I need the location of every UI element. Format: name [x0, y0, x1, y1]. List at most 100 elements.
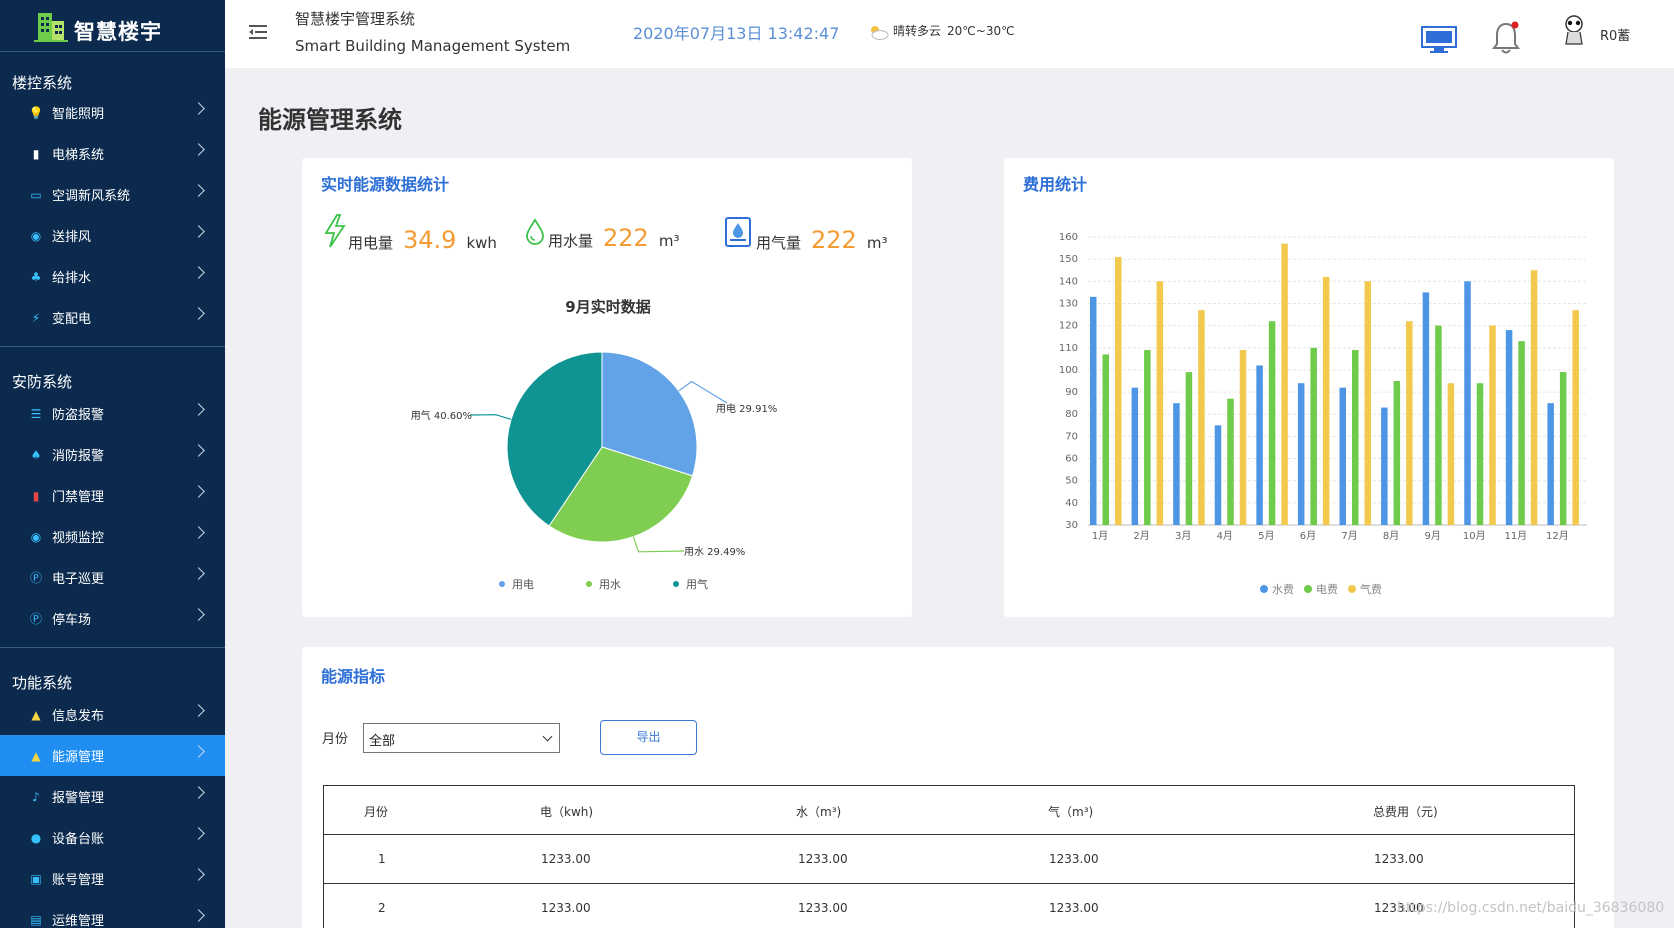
sidebar-item[interactable]: ♣ 给排水: [0, 256, 225, 297]
bar-电费-4月[interactable]: [1227, 398, 1234, 525]
y-tick-label: 50: [1065, 476, 1078, 487]
bar-电费-12月[interactable]: [1559, 372, 1567, 525]
sidebar-item-label: 空调新风系统: [52, 189, 131, 204]
sidebar-item[interactable]: Ⓟ 停车场: [0, 598, 225, 639]
y-tick-label: 90: [1065, 387, 1078, 398]
table-row[interactable]: 2 1233.00 1233.00 1233.00 1233.00: [324, 884, 1574, 928]
sidebar-item[interactable]: ▤ 运维管理: [0, 899, 225, 928]
bar-气费-2月[interactable]: [1156, 281, 1164, 525]
table-row[interactable]: 1 1233.00 1233.00 1233.00 1233.00: [324, 835, 1574, 884]
gas-stat: 用气量 222 m³: [724, 216, 887, 254]
export-button[interactable]: 导出: [600, 720, 697, 755]
bar-气费-8月[interactable]: [1406, 321, 1413, 525]
bar-电费-2月[interactable]: [1144, 349, 1151, 525]
sidebar-item[interactable]: ▣ 账号管理: [0, 858, 225, 899]
page-title: 能源管理系统: [258, 106, 402, 134]
bar-水费-4月[interactable]: [1214, 425, 1222, 525]
legend-item[interactable]: 用电: [499, 576, 534, 592]
month-select[interactable]: 全部: [363, 723, 560, 753]
bar-气费-11月[interactable]: [1530, 270, 1538, 525]
notification-bell-icon[interactable]: [1490, 20, 1522, 60]
bar-水费-1月[interactable]: [1090, 296, 1097, 525]
bar-气费-7月[interactable]: [1364, 281, 1372, 525]
bar-电费-5月[interactable]: [1268, 321, 1276, 525]
bar-电费-9月[interactable]: [1435, 325, 1442, 525]
bar-水费-8月[interactable]: [1381, 407, 1388, 525]
bar-气费-12月[interactable]: [1572, 310, 1579, 525]
sidebar-item[interactable]: ◉ 送排风: [0, 215, 225, 256]
chevron-right-icon: [192, 909, 205, 922]
elevator-icon: ▮: [32, 146, 40, 161]
chevron-right-icon: [192, 567, 205, 580]
realtime-card-title: 实时能源数据统计: [321, 175, 450, 194]
sidebar-item-label: 设备台账: [52, 832, 105, 847]
bar-水费-2月[interactable]: [1131, 387, 1139, 525]
bar-水费-12月[interactable]: [1547, 403, 1554, 525]
menu-toggle-icon[interactable]: [249, 24, 267, 40]
legend-dot: [499, 581, 505, 587]
sidebar-item[interactable]: ◉ 视频监控: [0, 516, 225, 557]
y-tick-label: 160: [1059, 232, 1078, 243]
legend-item[interactable]: 水费: [1260, 581, 1294, 597]
door-icon: ▮: [32, 488, 40, 503]
bar-气费-1月[interactable]: [1115, 256, 1122, 525]
bar-电费-7月[interactable]: [1352, 349, 1359, 525]
bar-水费-7月[interactable]: [1339, 387, 1347, 525]
month-select-value: 全部: [369, 734, 396, 749]
logo: 智慧楼宇: [0, 0, 225, 52]
sidebar-item-label: 防盗报警: [52, 408, 105, 423]
sidebar-item[interactable]: ▮ 电梯系统: [0, 133, 225, 174]
top-header: 智慧楼宇管理系统 Smart Building Management Syste…: [225, 0, 1674, 68]
sidebar-item[interactable]: ▮ 门禁管理: [0, 475, 225, 516]
sidebar-item[interactable]: ♠ 消防报警: [0, 434, 225, 475]
bar-电费-6月[interactable]: [1310, 347, 1317, 525]
sidebar-item[interactable]: Ⓟ 电子巡更: [0, 557, 225, 598]
sidebar-item[interactable]: ♪ 报警管理: [0, 776, 225, 817]
chevron-right-icon: [192, 827, 205, 840]
sidebar-item-label: 智能照明: [52, 107, 105, 122]
bar-气费-10月[interactable]: [1489, 325, 1496, 525]
bar-电费-1月[interactable]: [1102, 354, 1110, 525]
sidebar-item[interactable]: ● 设备台账: [0, 817, 225, 858]
bar-水费-11月[interactable]: [1505, 330, 1513, 525]
bar-气费-6月[interactable]: [1322, 276, 1330, 525]
bar-水费-10月[interactable]: [1464, 281, 1471, 525]
sidebar-item[interactable]: ▲ 能源管理: [0, 735, 225, 776]
cost-card-title: 费用统计: [1023, 175, 1088, 194]
user-avatar-icon[interactable]: [1560, 14, 1588, 50]
username[interactable]: R0蓄: [1600, 29, 1631, 44]
bar-水费-3月[interactable]: [1173, 403, 1180, 525]
table-cell: 1: [378, 852, 386, 866]
sidebar-item[interactable]: 💡 智能照明: [0, 92, 225, 133]
legend-item[interactable]: 用气: [673, 576, 708, 592]
sidebar-item[interactable]: ☰ 防盗报警: [0, 393, 225, 434]
bar-水费-6月[interactable]: [1297, 383, 1305, 525]
bar-水费-9月[interactable]: [1422, 292, 1430, 525]
sidebar-item[interactable]: ▲ 信息发布: [0, 694, 225, 735]
bar-气费-4月[interactable]: [1239, 349, 1247, 525]
bar-电费-10月[interactable]: [1476, 383, 1484, 525]
realtime-energy-card: 实时能源数据统计 用电量 34.9 kwh 用水量 222 m³ 用气量 222…: [302, 158, 912, 617]
y-tick-label: 100: [1059, 365, 1078, 376]
sidebar-item-label: 能源管理: [52, 750, 105, 765]
cost-statistics-card: 费用统计 30 40 50 60 70 80 90 100 110 120 130 140 150 160…: [1004, 158, 1614, 617]
bar-电费-11月[interactable]: [1518, 341, 1525, 525]
cost-bar-chart: 30 40 50 60 70 80 90 100 110 120 130 140 150 160 1月 2月 3…: [1059, 232, 1587, 542]
legend-dot: [673, 581, 679, 587]
bar-气费-5月[interactable]: [1281, 243, 1288, 525]
legend-item[interactable]: 用水: [586, 576, 621, 592]
water-value: 222: [603, 224, 649, 252]
sidebar-item-label: 停车场: [52, 613, 92, 628]
legend-item[interactable]: 电费: [1304, 581, 1338, 597]
pie-slice-用电[interactable]: [601, 351, 698, 477]
legend-item[interactable]: 气费: [1348, 581, 1382, 597]
bar-气费-9月[interactable]: [1447, 383, 1455, 525]
sidebar-item[interactable]: ▭ 空调新风系统: [0, 174, 225, 215]
bar-水费-5月[interactable]: [1256, 365, 1263, 525]
bar-气费-3月[interactable]: [1198, 310, 1205, 525]
bar-电费-3月[interactable]: [1185, 372, 1193, 525]
monitor-icon[interactable]: [1420, 25, 1460, 59]
bar-电费-8月[interactable]: [1393, 381, 1401, 525]
sidebar-item[interactable]: ⚡ 变配电: [0, 297, 225, 338]
